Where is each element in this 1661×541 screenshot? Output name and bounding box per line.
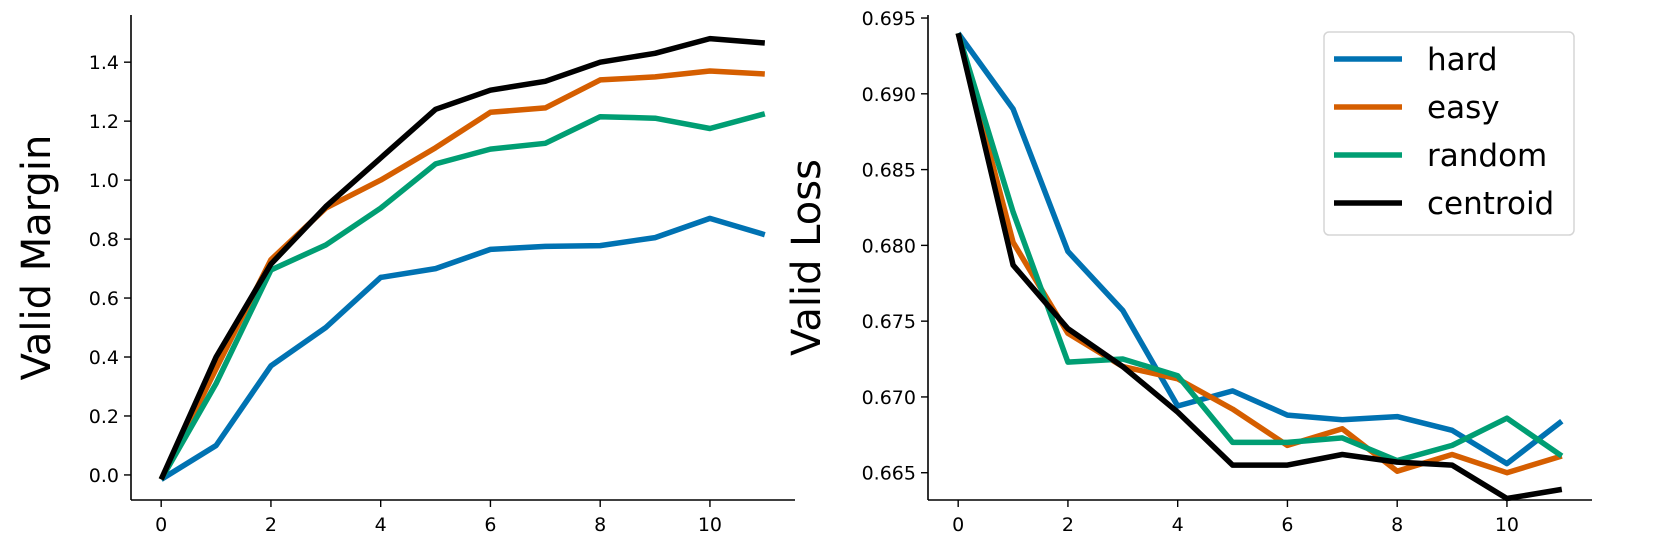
margin-y-tick-label: 0.4 [89, 347, 119, 369]
margin-y-tick-label: 0.6 [89, 288, 119, 310]
margin-series-line-easy [158, 68, 765, 481]
loss-x-tick-label: 2 [1062, 514, 1074, 536]
loss-y-tick-label: 0.670 [862, 387, 916, 409]
margin-x-tick-label: 2 [265, 514, 277, 536]
margin-series-line-random [158, 111, 766, 481]
loss-y-tick-label: 0.685 [862, 160, 916, 182]
loss-y-tick-label: 0.690 [862, 84, 916, 106]
loss-chart-panel: 0 2 4 6 8 10 0.665 0.670 0.675 0.680 0.685 0.690 0.6… [784, 8, 1592, 536]
loss-y-tick-label: 0.680 [862, 235, 916, 257]
loss-series-line-random [955, 32, 1564, 464]
margin-y-tick-label: 0.2 [89, 406, 119, 428]
margin-y-tick-label: 1.2 [89, 111, 119, 133]
margin-chart-panel: 0 2 4 6 8 10 0.0 0.2 0.4 0.6 0.8 1.0 1.2 1.4 Valid Mar… [14, 15, 795, 536]
legend-box [1323, 31, 1575, 236]
margin-x-tick-label: 0 [155, 514, 167, 536]
loss-x-tick-label: 8 [1391, 514, 1403, 536]
legend-label-centroid: centroid [1427, 186, 1554, 222]
legend-label-random: random [1427, 138, 1547, 174]
margin-x-tick-label: 8 [594, 514, 606, 536]
loss-y-tick-label: 0.675 [862, 311, 916, 333]
margin-y-tick-label: 1.4 [89, 52, 119, 74]
loss-y-tick-label: 0.665 [862, 463, 916, 485]
margin-y-tick-label: 0.0 [89, 465, 119, 487]
margin-y-tick-label: 0.8 [89, 229, 119, 251]
loss-x-tick-label: 4 [1172, 514, 1184, 536]
loss-series-line-centroid [955, 32, 1563, 502]
loss-x-tick-label: 10 [1495, 514, 1519, 536]
legend-label-hard: hard [1427, 42, 1498, 78]
margin-x-tick-label: 10 [698, 514, 722, 536]
legend: hard easy random centroid [1323, 31, 1575, 236]
margin-series-line-centroid [158, 35, 766, 481]
margin-y-axis-label: Valid Margin [14, 135, 60, 381]
margin-series-line-hard [159, 215, 766, 482]
loss-series-line-hard [955, 31, 1564, 467]
margin-x-tick-label: 4 [375, 514, 387, 536]
margin-y-tick-label: 1.0 [89, 170, 119, 192]
margin-x-tick-label: 6 [484, 514, 496, 536]
loss-x-tick-label: 0 [952, 514, 964, 536]
loss-x-tick-label: 6 [1281, 514, 1293, 536]
loss-y-axis-label: Valid Loss [784, 159, 830, 356]
loss-y-tick-label: 0.695 [862, 8, 916, 30]
legend-label-easy: easy [1427, 90, 1500, 126]
